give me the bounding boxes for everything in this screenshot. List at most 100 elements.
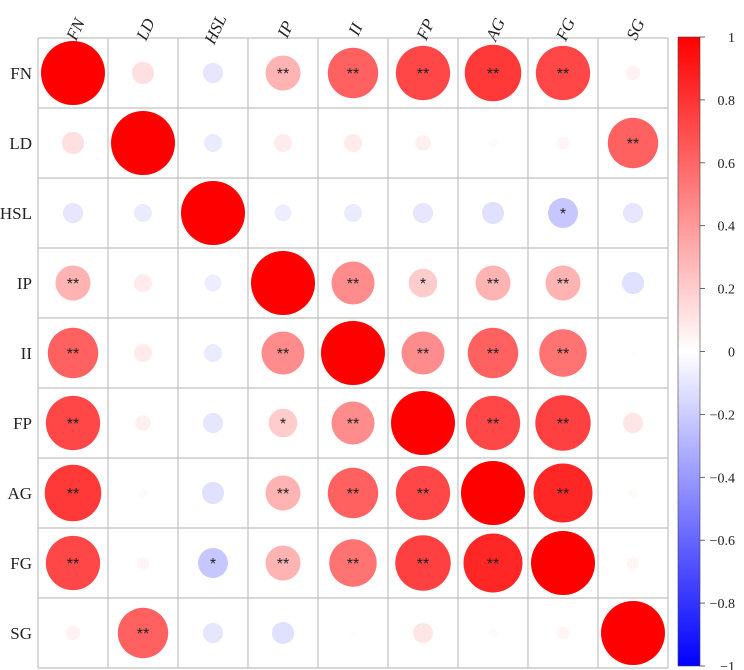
significance-mark: ** (627, 136, 639, 153)
significance-mark: ** (557, 416, 569, 433)
correlation-circle-fg-ld (136, 556, 150, 570)
colorbar-gradient (677, 36, 701, 667)
correlation-circle-ld-ii (343, 133, 363, 153)
significance-mark: * (280, 416, 286, 433)
correlation-circle-ld-fn (61, 131, 85, 155)
significance-mark: ** (137, 626, 149, 643)
correlation-circle-hsl-hsl (181, 181, 245, 245)
significance-mark: ** (487, 346, 499, 363)
correlation-circle-fg-fg (531, 531, 595, 595)
column-label-ii: II (344, 19, 367, 39)
correlation-circle-ii-ii (321, 321, 385, 385)
correlation-circle-fn-sg (625, 65, 641, 81)
correlation-circle-fn-fn (41, 41, 105, 105)
correlation-circle-ld-ag (488, 138, 498, 148)
correlation-circle-ip-fg (545, 265, 581, 301)
correlation-circle-fn-fp (395, 45, 451, 101)
significance-mark: ** (417, 66, 429, 83)
significance-mark: ** (417, 346, 429, 363)
correlation-circle-hsl-sg (622, 202, 644, 224)
correlation-circle-ag-ip (265, 475, 301, 511)
colorbar-tick-label: −0.4 (710, 471, 735, 486)
significance-mark: ** (557, 276, 569, 293)
correlation-circle-fg-sg (626, 556, 640, 570)
correlation-circle-fg-hsl (197, 547, 229, 579)
correlation-circle-sg-ip (271, 621, 295, 645)
correlation-circle-hsl-fg (547, 197, 579, 229)
significance-mark: ** (557, 486, 569, 503)
correlation-circle-ld-ip (273, 133, 293, 153)
correlation-circle-ii-ag (467, 327, 519, 379)
correlation-circle-fp-ag (465, 395, 521, 451)
significance-mark: ** (347, 66, 359, 83)
row-label-fg: FG (10, 554, 32, 573)
correlation-circle-fp-ld (135, 415, 151, 431)
correlation-circle-fp-fn (45, 395, 101, 451)
significance-mark: * (560, 206, 566, 223)
column-label-ip: IP (273, 18, 297, 41)
correlation-circle-sg-fg (556, 626, 570, 640)
row-label-ip: IP (17, 274, 32, 293)
significance-mark: ** (347, 276, 359, 293)
correlation-circle-fn-hsl (202, 62, 224, 84)
correlation-circle-ip-sg (621, 271, 645, 295)
row-labels: FN LD HSL IP II FP AG FG SG (0, 64, 32, 643)
correlation-circle-fg-ip (265, 545, 301, 581)
correlation-circle-ag-ag (461, 461, 525, 525)
correlation-circle-ii-fg (539, 329, 587, 377)
significance-mark: ** (67, 416, 79, 433)
correlation-circle-fp-sg (622, 412, 644, 434)
correlation-circle-ip-fp (408, 268, 438, 298)
colorbar-tick-label: −0.8 (710, 597, 735, 612)
significance-mark: ** (487, 416, 499, 433)
significance-mark: ** (487, 66, 499, 83)
correlation-circle-ag-ii (327, 467, 379, 519)
correlation-circle-sg-sg (601, 601, 665, 665)
significance-mark: ** (347, 486, 359, 503)
correlation-circle-ii-ld (133, 343, 153, 363)
correlation-circle-fn-fg (535, 45, 591, 101)
colorbar-tick-label: 0.6 (718, 157, 736, 172)
correlation-circle-ag-fg (533, 463, 593, 523)
significance-mark: ** (277, 486, 289, 503)
correlation-circle-hsl-fp (412, 202, 434, 224)
row-label-fn: FN (10, 64, 32, 83)
correlation-circle-ip-ld (133, 273, 153, 293)
correlation-circle-fp-fp (391, 391, 455, 455)
significance-mark: ** (67, 276, 79, 293)
correlation-circle-ag-fn (44, 464, 102, 522)
significance-mark: ** (347, 556, 359, 573)
correlation-circle-fp-ip (268, 408, 298, 438)
significance-mark: ** (487, 276, 499, 293)
correlation-circle-ii-fp (401, 331, 445, 375)
correlation-circle-hsl-ii (343, 203, 363, 223)
correlation-circle-hsl-fn (62, 202, 84, 224)
correlation-circle-ip-ii (331, 261, 375, 305)
correlation-circle-hsl-ag (481, 201, 505, 225)
correlation-circle-sg-fp (412, 622, 434, 644)
colorbar-tick-label: −1 (720, 660, 735, 670)
grid (37, 37, 669, 669)
row-label-hsl: HSL (0, 204, 32, 223)
column-label-ld: LD (132, 15, 159, 44)
correlation-circle-ip-hsl (204, 274, 222, 292)
correlation-circle-ip-ag (475, 265, 511, 301)
colorbar-tick-label: −0.2 (710, 408, 735, 423)
colorbar-tick-label: 0 (728, 346, 735, 361)
correlation-circle-fn-ld (131, 61, 155, 85)
significance-mark: * (420, 276, 426, 293)
correlation-circle-fg-ii (329, 539, 377, 587)
significance-mark: ** (557, 66, 569, 83)
row-label-sg: SG (10, 624, 32, 643)
colorbar-tick-label: 0.2 (718, 283, 736, 298)
correlation-circle-ii-sg (629, 349, 637, 357)
correlation-circle-sg-ag (488, 628, 498, 638)
column-label-fg: FG (552, 15, 579, 44)
correlation-circle-ld-hsl (203, 133, 223, 153)
column-label-hsl: HSL (200, 12, 230, 48)
correlation-circle-sg-hsl (202, 622, 224, 644)
significance-marks: ** ** ** ** ******* ** * ** **** ** ** ** **** * ** ** *… (67, 66, 639, 643)
correlation-circle-fg-fn (45, 535, 101, 591)
correlation-circle-sg-fn (65, 625, 81, 641)
correlation-circle-fn-ag (464, 44, 522, 102)
